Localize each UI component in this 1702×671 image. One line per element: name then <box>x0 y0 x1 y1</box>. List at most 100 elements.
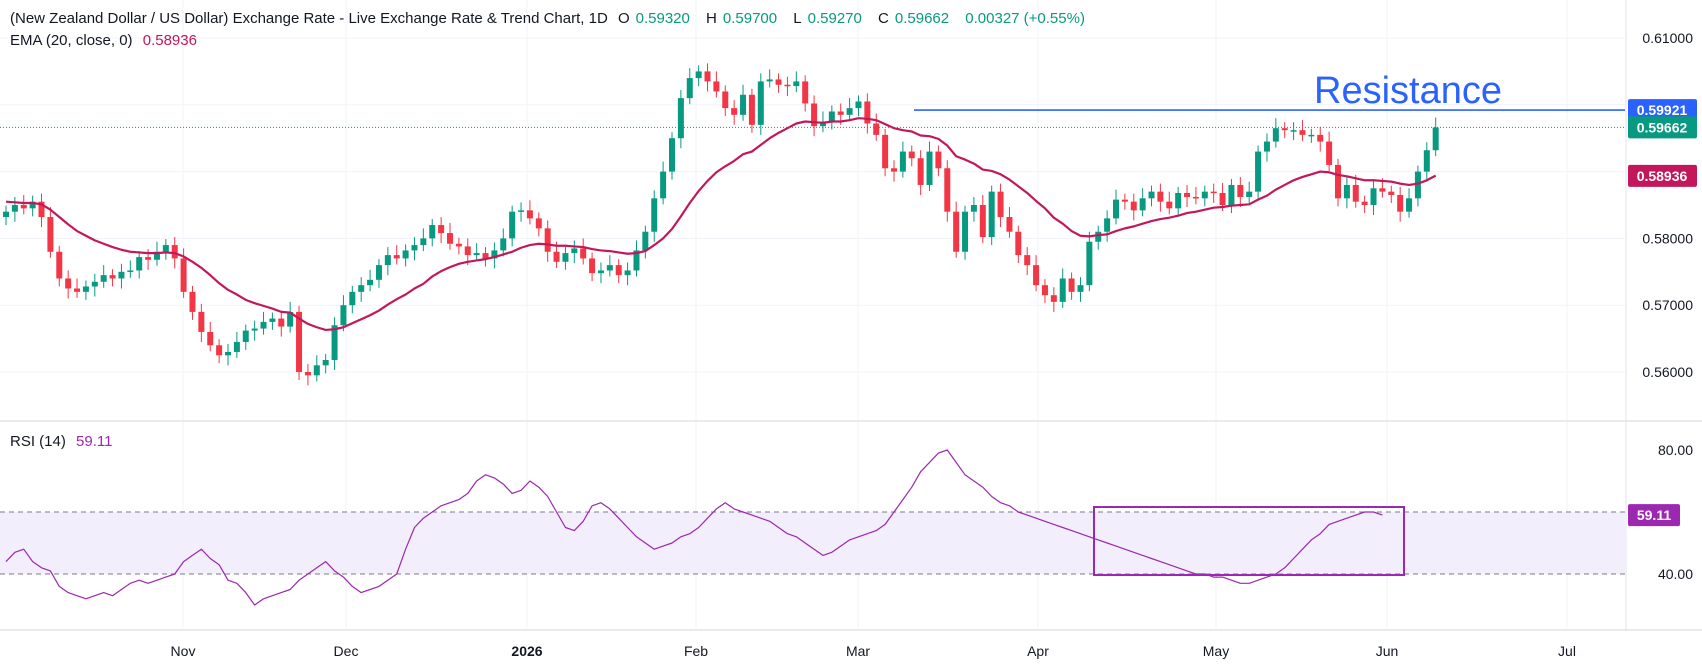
candle-body <box>1388 191 1395 195</box>
candle-body <box>766 79 773 82</box>
candle-body <box>562 253 569 262</box>
ohlc-low: L 0.59270 <box>793 10 868 27</box>
ema-value: 0.58936 <box>142 32 197 49</box>
price-tick-label: 0.57000 <box>1642 297 1693 313</box>
candle-body <box>198 311 205 332</box>
candle-body <box>1148 191 1155 199</box>
candle-body <box>1139 198 1146 211</box>
candle-body <box>482 253 489 259</box>
price-tick-label: 0.61000 <box>1642 30 1693 46</box>
candle-body <box>91 281 98 287</box>
time-axis-label: Jun <box>1376 643 1399 659</box>
low-value: 0.59270 <box>807 10 862 27</box>
ema-legend[interactable]: EMA (20, close, 0) 0.58936 <box>10 32 203 49</box>
time-axis-label: Nov <box>171 643 196 659</box>
candle-body <box>1077 285 1084 292</box>
candle-body <box>1201 191 1208 199</box>
candle-body <box>74 288 81 292</box>
rsi-line <box>5 449 1383 606</box>
candle-body <box>491 250 498 259</box>
candle-body <box>775 79 782 85</box>
rsi-legend[interactable]: RSI (14) 59.11 <box>10 433 118 450</box>
candle-body <box>473 253 480 256</box>
close-label: C <box>878 10 889 27</box>
candle-body <box>1299 130 1306 135</box>
price-tag <box>1628 164 1697 187</box>
open-value: 0.59320 <box>635 10 690 27</box>
rsi-tag <box>1628 504 1680 527</box>
candle-body <box>304 372 311 376</box>
candle-body <box>722 91 729 109</box>
candle-body <box>615 265 622 276</box>
candle-body <box>1317 134 1324 142</box>
candle-body <box>375 265 382 280</box>
candle-body <box>216 345 223 356</box>
candle-body <box>1406 198 1413 212</box>
candle-body <box>633 250 640 271</box>
candle-body <box>953 211 960 252</box>
candle-body <box>802 81 809 104</box>
candle-body <box>65 278 72 289</box>
time-axis-label: 2026 <box>511 643 542 659</box>
rsi-tag-label: 59.11 <box>1637 507 1671 523</box>
candle-body <box>358 285 365 292</box>
candle-body <box>242 330 249 342</box>
candle-body <box>1432 127 1439 151</box>
candle-body <box>127 270 134 272</box>
candle-body <box>1041 285 1048 296</box>
candle-body <box>926 151 933 185</box>
candle-body <box>899 151 906 172</box>
price-tag <box>1628 99 1697 122</box>
candle-body <box>1397 194 1404 212</box>
candle-body <box>642 231 649 251</box>
candle-body <box>1290 130 1297 132</box>
candle-body <box>1086 241 1093 286</box>
candle-body <box>1059 278 1066 302</box>
candle-body <box>420 238 427 246</box>
candle-body <box>748 94 755 125</box>
candle-body <box>153 251 160 260</box>
candle-body <box>118 271 125 279</box>
candle-body <box>1228 184 1235 205</box>
resistance-label: Resistance <box>1314 70 1502 112</box>
candle-body <box>1423 150 1430 172</box>
candle-body <box>1024 255 1031 266</box>
time-axis-label: May <box>1203 643 1229 659</box>
candle-body <box>340 305 347 326</box>
candle-body <box>225 351 231 356</box>
candle-body <box>402 250 409 259</box>
candle-body <box>526 210 533 219</box>
candle-body <box>278 318 285 327</box>
candle-body <box>367 279 374 286</box>
candle-body <box>731 108 738 115</box>
candle-body <box>384 255 391 266</box>
low-label: L <box>793 10 802 27</box>
candle-body <box>233 341 240 352</box>
candle-body <box>1050 295 1057 302</box>
candle-body <box>207 331 214 346</box>
candle-body <box>11 205 18 212</box>
candle-body <box>624 270 631 276</box>
candle-body <box>20 205 27 209</box>
price-tick-label: 0.58000 <box>1642 230 1693 246</box>
candle-body <box>597 270 604 274</box>
candle-body <box>1272 128 1279 142</box>
candle-body <box>695 71 702 79</box>
candle-body <box>793 81 800 87</box>
candle-body <box>1210 191 1217 194</box>
ema-label: EMA (20, close, 0) <box>10 32 133 49</box>
candle-body <box>589 258 596 274</box>
time-axis-label: Dec <box>334 643 359 659</box>
candle-body <box>1166 201 1173 209</box>
candle-body <box>313 365 320 376</box>
candle-body <box>296 311 303 372</box>
candle-body <box>1255 151 1262 192</box>
candle-body <box>979 205 986 238</box>
candle-body <box>1157 191 1164 202</box>
candle-body <box>3 211 9 218</box>
candle-body <box>740 94 747 115</box>
candle-body <box>1308 134 1315 137</box>
time-axis-label: Apr <box>1027 643 1049 659</box>
candle-body <box>988 191 995 238</box>
